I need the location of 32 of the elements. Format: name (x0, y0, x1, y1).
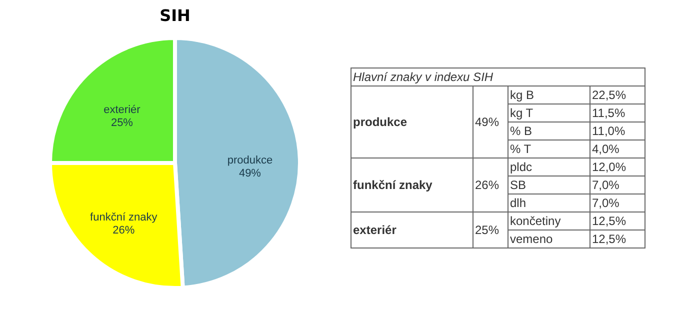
text: 22,5% (592, 88, 626, 102)
slice-label: produkce (227, 154, 273, 167)
text: exteriér (353, 223, 396, 237)
text: končetiny (510, 214, 561, 228)
text: pldc (510, 160, 532, 174)
text: Hlavní znaky v indexu SIH (353, 70, 494, 84)
text: funkční znaky (353, 178, 432, 192)
text: 4,0% (592, 142, 620, 156)
chart-title: SIH (160, 6, 190, 25)
text: 49% (475, 115, 500, 129)
text: 12,0% (592, 160, 626, 174)
text: kg T (510, 106, 534, 120)
data-label: 49% (238, 168, 262, 180)
text: vemeno (510, 232, 553, 246)
text: 12,5% (592, 232, 626, 246)
slice-label: exteriér (104, 104, 141, 116)
text: kg B (510, 88, 534, 102)
text: 25% (475, 223, 500, 237)
data-label: 25% (110, 116, 134, 129)
text: 26% (475, 178, 500, 192)
text: SB (510, 178, 526, 192)
text: 7,0% (592, 178, 620, 192)
text: dlh (510, 196, 526, 210)
text: 11,5% (592, 106, 626, 120)
text: 12,5% (592, 214, 626, 228)
slice-label: funkční znaky (90, 212, 158, 224)
data-label: 26% (112, 224, 135, 237)
text: produkce (353, 115, 408, 129)
text: 11,0% (592, 124, 626, 138)
text: % T (510, 142, 532, 156)
text: % B (510, 124, 532, 138)
text: 7,0% (592, 196, 620, 210)
